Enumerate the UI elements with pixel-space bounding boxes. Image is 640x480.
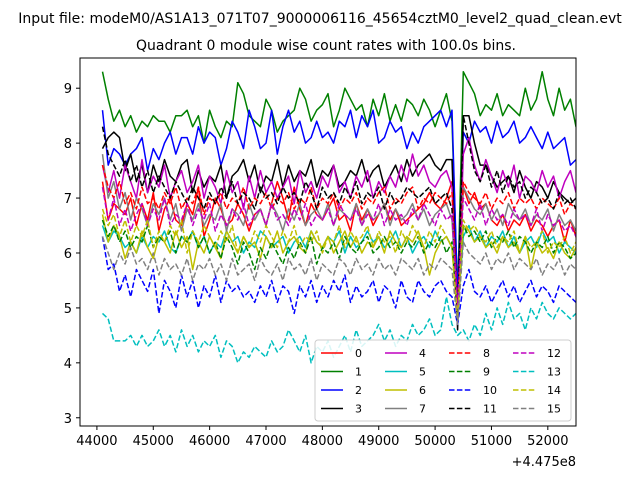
x-tick-label: 52000 — [527, 434, 568, 449]
series-13-line — [101, 296, 576, 364]
x-tick-label: 45000 — [133, 434, 174, 449]
legend-label-12: 12 — [547, 347, 561, 360]
series-14-line — [101, 208, 576, 320]
series-1-line — [101, 70, 576, 298]
legend-label-5: 5 — [419, 366, 426, 379]
legend-label-9: 9 — [483, 366, 490, 379]
series-3-line — [101, 114, 576, 331]
x-tick-label: 47000 — [245, 434, 286, 449]
y-tick-label: 5 — [64, 302, 72, 317]
legend-label-2: 2 — [355, 384, 362, 397]
series-2-line — [101, 109, 576, 298]
series-layer — [101, 70, 576, 364]
series-8-line — [101, 164, 576, 309]
legend-label-0: 0 — [355, 347, 362, 360]
y-tick-label: 8 — [64, 137, 72, 152]
y-tick-label: 9 — [64, 82, 72, 97]
series-10-line — [101, 236, 576, 326]
legend-label-15: 15 — [547, 403, 561, 416]
x-tick-label: 50000 — [414, 434, 455, 449]
x-axis: 44000 45000 46000 47000 48000 49000 50000 51000… — [76, 426, 568, 449]
legend-label-11: 11 — [483, 403, 497, 416]
series-11-line — [101, 114, 576, 320]
legend-label-13: 13 — [547, 366, 561, 379]
legend-label-7: 7 — [419, 403, 426, 416]
x-tick-label: 44000 — [76, 434, 117, 449]
series-4-line — [101, 136, 576, 326]
legend-label-4: 4 — [419, 347, 426, 360]
legend-label-6: 6 — [419, 384, 426, 397]
y-tick-label: 6 — [64, 247, 72, 262]
x-tick-label: 49000 — [358, 434, 399, 449]
y-axis: 3 4 5 6 7 8 9 — [64, 82, 80, 427]
legend-label-8: 8 — [483, 347, 490, 360]
x-axis-offset-label: +4.475e8 — [512, 455, 576, 470]
series-15-line — [101, 236, 576, 326]
x-tick-label: 46000 — [189, 434, 230, 449]
y-tick-label: 4 — [64, 357, 72, 372]
chart-title: Quadrant 0 module wise count rates with … — [136, 38, 516, 54]
series-12-line — [101, 186, 576, 309]
y-tick-label: 3 — [64, 412, 72, 427]
legend-label-3: 3 — [355, 403, 362, 416]
x-tick-label: 48000 — [302, 434, 343, 449]
legend-label-1: 1 — [355, 366, 362, 379]
legend-label-14: 14 — [547, 384, 561, 397]
x-tick-label: 51000 — [471, 434, 512, 449]
series-7-line — [101, 154, 576, 320]
legend-box — [314, 339, 572, 422]
plot-frame — [79, 57, 577, 427]
chart-suptitle: Input file: modeM0/AS1A13_071T07_9000006… — [18, 11, 622, 27]
legend-label-10: 10 — [483, 384, 497, 397]
y-tick-label: 7 — [64, 192, 72, 207]
